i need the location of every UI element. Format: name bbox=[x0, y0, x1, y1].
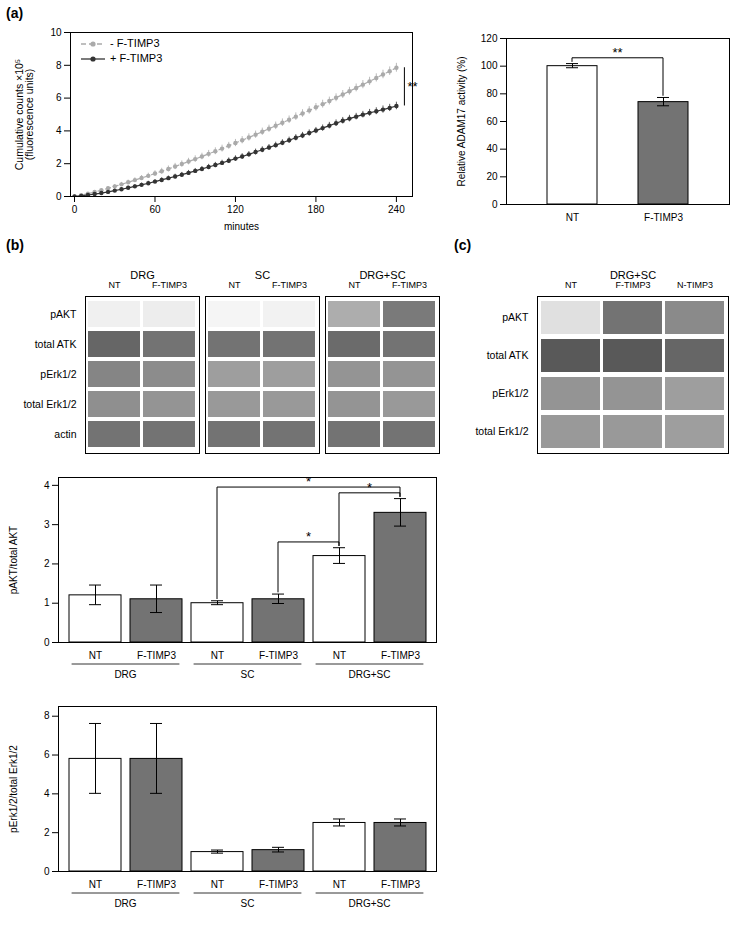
svg-text:6: 6 bbox=[44, 749, 50, 760]
svg-text:pErk1/2/total Erk1/2: pErk1/2/total Erk1/2 bbox=[8, 745, 19, 833]
svg-text:DRG+SC: DRG+SC bbox=[349, 898, 391, 909]
svg-text:F-TIMP3: F-TIMP3 bbox=[644, 212, 683, 223]
svg-text:8: 8 bbox=[44, 710, 50, 721]
svg-text:minutes: minutes bbox=[224, 221, 259, 232]
svg-text:NT: NT bbox=[211, 650, 224, 661]
svg-text:DRG+SC: DRG+SC bbox=[349, 669, 391, 680]
svg-text:180: 180 bbox=[308, 204, 325, 215]
svg-text:F-TIMP3: F-TIMP3 bbox=[259, 879, 298, 890]
svg-text:SC: SC bbox=[241, 898, 255, 909]
svg-text:DRG: DRG bbox=[130, 268, 155, 281]
svg-text:SC: SC bbox=[241, 669, 255, 680]
html-text:- F-TIMP3: - F-TIMP3 bbox=[110, 37, 160, 49]
svg-text:total Erk1/2: total Erk1/2 bbox=[23, 398, 76, 410]
html-text:(b): (b) bbox=[6, 237, 24, 253]
svg-text:0: 0 bbox=[72, 204, 78, 215]
svg-text:3: 3 bbox=[44, 519, 50, 530]
svg-text:total ATK: total ATK bbox=[487, 349, 529, 361]
svg-text:pAKT: pAKT bbox=[502, 311, 529, 323]
svg-text:NT: NT bbox=[89, 879, 102, 890]
svg-text:F-TIMP3: F-TIMP3 bbox=[272, 280, 307, 290]
svg-text:6: 6 bbox=[56, 92, 62, 103]
svg-text:60: 60 bbox=[149, 204, 161, 215]
svg-text:F-TIMP3: F-TIMP3 bbox=[616, 280, 651, 290]
svg-text:4: 4 bbox=[44, 788, 50, 799]
svg-text:2: 2 bbox=[44, 558, 50, 569]
svg-text:60: 60 bbox=[486, 116, 498, 127]
svg-text:100: 100 bbox=[481, 60, 498, 71]
svg-text:8: 8 bbox=[56, 60, 62, 71]
svg-text:0: 0 bbox=[44, 637, 50, 648]
svg-text:0: 0 bbox=[44, 866, 50, 877]
svg-text:pErk1/2: pErk1/2 bbox=[492, 387, 528, 399]
svg-text:NT: NT bbox=[349, 280, 361, 290]
html-text:(a): (a) bbox=[6, 5, 24, 21]
svg-text:2: 2 bbox=[44, 827, 50, 838]
svg-text:NT: NT bbox=[333, 879, 346, 890]
svg-text:F-TIMP3: F-TIMP3 bbox=[259, 650, 298, 661]
svg-text:NT: NT bbox=[109, 280, 121, 290]
svg-text:DRG+SC: DRG+SC bbox=[609, 268, 657, 281]
svg-text:**: ** bbox=[407, 79, 417, 94]
svg-text:F-TIMP3: F-TIMP3 bbox=[152, 280, 187, 290]
svg-text:NT: NT bbox=[565, 280, 577, 290]
svg-text:DRG: DRG bbox=[114, 898, 136, 909]
svg-text:DRG: DRG bbox=[114, 669, 136, 680]
html-text:+ F-TIMP3: + F-TIMP3 bbox=[110, 52, 163, 64]
svg-text:240: 240 bbox=[388, 204, 405, 215]
svg-text:*: * bbox=[306, 474, 311, 489]
svg-text:4: 4 bbox=[44, 480, 50, 491]
svg-text:F-TIMP3: F-TIMP3 bbox=[392, 280, 427, 290]
svg-text:N-TIMP3: N-TIMP3 bbox=[677, 280, 713, 290]
svg-text:120: 120 bbox=[481, 33, 498, 44]
html-text:(c): (c) bbox=[454, 237, 472, 253]
svg-text:NT: NT bbox=[229, 280, 241, 290]
svg-text:120: 120 bbox=[227, 204, 244, 215]
svg-text:NT: NT bbox=[211, 879, 224, 890]
svg-text:20: 20 bbox=[486, 171, 498, 182]
svg-text:total Erk1/2: total Erk1/2 bbox=[475, 425, 528, 437]
svg-text:DRG+SC: DRG+SC bbox=[359, 268, 406, 281]
svg-text:pErk1/2: pErk1/2 bbox=[40, 368, 76, 380]
svg-text:F-TIMP3: F-TIMP3 bbox=[137, 650, 176, 661]
svg-text:**: ** bbox=[612, 45, 622, 60]
svg-text:2: 2 bbox=[56, 158, 62, 169]
svg-text:NT: NT bbox=[333, 650, 346, 661]
svg-text:F-TIMP3: F-TIMP3 bbox=[381, 879, 420, 890]
svg-text:SC: SC bbox=[255, 269, 270, 281]
svg-text:pAKT/total AKT: pAKT/total AKT bbox=[8, 526, 19, 594]
svg-text:actin: actin bbox=[54, 428, 76, 440]
svg-text:total ATK: total ATK bbox=[35, 338, 77, 350]
svg-text:4: 4 bbox=[56, 125, 62, 136]
svg-text:10: 10 bbox=[50, 27, 62, 38]
svg-text:80: 80 bbox=[486, 88, 498, 99]
svg-text:1: 1 bbox=[44, 597, 50, 608]
svg-text:0: 0 bbox=[492, 199, 498, 210]
svg-text:pAKT: pAKT bbox=[50, 308, 77, 320]
svg-text:*: * bbox=[306, 529, 311, 544]
svg-text:NT: NT bbox=[566, 212, 579, 223]
svg-text:Relative ADAM17 activity (%): Relative ADAM17 activity (%) bbox=[456, 56, 467, 186]
svg-text:40: 40 bbox=[486, 143, 498, 154]
svg-text:NT: NT bbox=[89, 650, 102, 661]
svg-text:0: 0 bbox=[56, 191, 62, 202]
svg-text:Cumulative counts ×10⁵(fluores: Cumulative counts ×10⁵(fluorescence unit… bbox=[13, 59, 36, 170]
svg-text:F-TIMP3: F-TIMP3 bbox=[137, 879, 176, 890]
svg-text:F-TIMP3: F-TIMP3 bbox=[381, 650, 420, 661]
